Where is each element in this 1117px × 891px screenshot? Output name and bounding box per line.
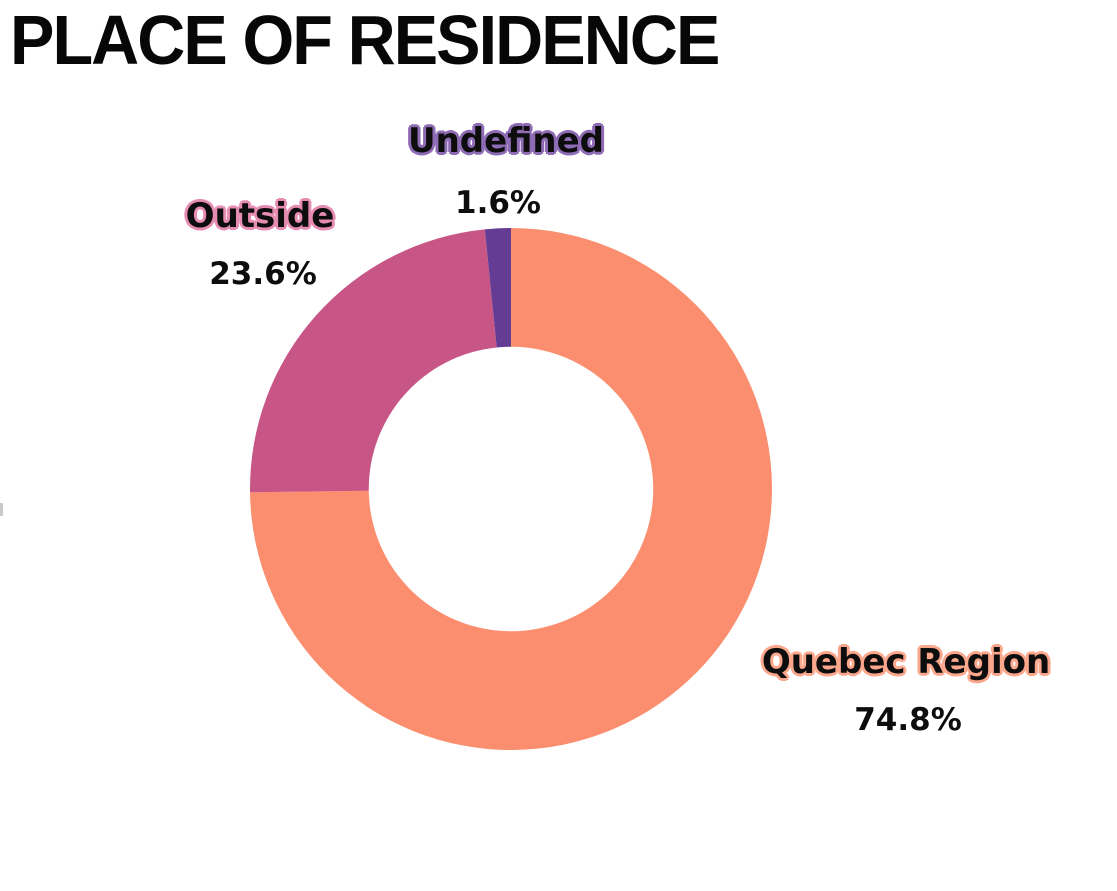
slice-value-undefined: 1.6% [455, 185, 541, 221]
pie-slice-quebec-region[interactable] [250, 228, 773, 750]
left-edge-mark [0, 503, 3, 516]
slice-label-outside: Outside [185, 196, 335, 236]
page-title: PLACE OF RESIDENCE [10, 1, 720, 79]
slice-label-undefined: Undefined [407, 121, 605, 161]
pie-slice-outside[interactable] [250, 229, 497, 493]
pie-slice-undefined[interactable] [484, 228, 511, 348]
slice-label-quebec-region: Quebec Region [761, 642, 1051, 682]
slice-value-outside: 23.6% [209, 256, 317, 292]
slice-value-quebec-region: 74.8% [854, 702, 962, 738]
